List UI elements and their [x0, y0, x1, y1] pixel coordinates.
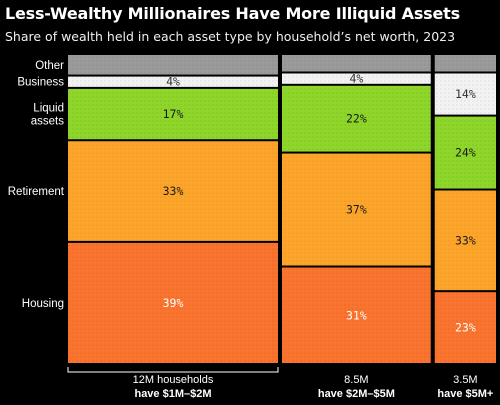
- segment-texture: [282, 55, 431, 72]
- category-label-retirement: Retirement: [8, 186, 65, 198]
- chart-subtitle: Share of wealth held in each asset type …: [5, 29, 456, 44]
- group-count-2: 8.5M: [344, 374, 368, 386]
- data-label-business-1: 4%: [166, 75, 180, 89]
- segment-texture: [434, 73, 496, 115]
- group-name-3: have $5M+: [437, 388, 493, 400]
- category-label-housing: Housing: [22, 298, 64, 310]
- segment-texture: [434, 292, 496, 363]
- segment-texture: [68, 88, 278, 140]
- group-name-2: have $2M–$5M: [318, 388, 395, 400]
- group-bracket: [67, 367, 279, 373]
- segment-texture: [434, 55, 496, 72]
- segment-texture: [68, 141, 278, 241]
- plot-area: 4% 17% 33% 39% 4% 22% 37% 31% 14% 24% 33% 23%: [68, 55, 496, 363]
- segment-texture: [68, 242, 278, 363]
- category-label-liquid-assets: Liquid: [33, 103, 64, 115]
- data-label-housing-2: 31%: [346, 308, 367, 322]
- segment-texture: [434, 116, 496, 189]
- data-label-housing-3: 23%: [455, 321, 476, 335]
- chart-title: Less-Wealthy Millionaires Have More Illi…: [5, 4, 460, 23]
- segment-texture: [282, 153, 431, 266]
- segment-texture: [282, 267, 431, 363]
- data-label-retirement-3: 33%: [455, 233, 476, 247]
- group-count-3: 3.5M: [453, 374, 477, 386]
- category-label-liquid-assets: assets: [31, 116, 64, 128]
- category-label-other: Other: [35, 60, 64, 72]
- group-name-1: have $1M–$2M: [134, 388, 211, 400]
- group-count-1: 12M households: [133, 374, 214, 386]
- segment-texture: [282, 85, 431, 152]
- data-label-business-3: 14%: [455, 87, 476, 101]
- group-labels: 12M households have $1M–$2M 8.5M have $2M–$…: [67, 367, 493, 400]
- data-label-liquid-assets-3: 24%: [455, 146, 476, 160]
- segment-texture: [282, 73, 431, 84]
- data-label-retirement-1: 33%: [163, 184, 184, 198]
- category-label-business: Business: [17, 77, 64, 89]
- data-label-retirement-2: 37%: [346, 203, 367, 217]
- segment-texture: [68, 76, 278, 87]
- data-label-liquid-assets-1: 17%: [163, 107, 184, 121]
- segment-texture: [434, 190, 496, 291]
- data-label-business-2: 4%: [349, 72, 363, 86]
- segment-texture: [68, 55, 278, 75]
- data-label-housing-1: 39%: [163, 296, 184, 310]
- data-label-liquid-assets-2: 22%: [346, 112, 367, 126]
